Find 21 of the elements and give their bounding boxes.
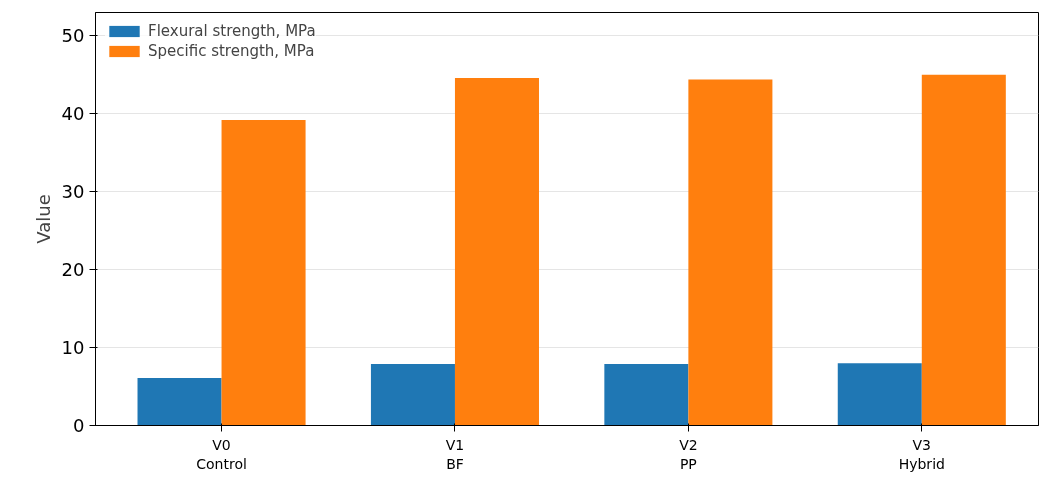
bar bbox=[370, 363, 455, 426]
legend-label: Specific strength, MPa bbox=[148, 42, 315, 60]
y-tick-label: 50 bbox=[61, 25, 85, 47]
x-tick-label: V0 Control bbox=[196, 436, 247, 472]
y-tick-label: 30 bbox=[61, 181, 85, 203]
bar bbox=[454, 77, 539, 426]
bar bbox=[137, 377, 222, 426]
x-tick-label: V1 BF bbox=[445, 436, 465, 472]
bar bbox=[688, 79, 773, 426]
legend-label: Flexural strength, MPa bbox=[148, 22, 316, 40]
x-tick-label: V2 PP bbox=[679, 436, 698, 472]
y-axis-title: Value bbox=[32, 194, 54, 244]
x-tick-label: V3 Hybrid bbox=[898, 436, 945, 472]
y-tick-label: 20 bbox=[61, 259, 85, 281]
y-tick-label: 40 bbox=[61, 103, 85, 125]
y-tick-label: 0 bbox=[73, 415, 85, 436]
bar bbox=[921, 74, 1006, 426]
y-tick-label: 10 bbox=[61, 337, 85, 359]
bar bbox=[604, 363, 689, 426]
bar bbox=[221, 120, 306, 426]
bar bbox=[837, 363, 922, 426]
